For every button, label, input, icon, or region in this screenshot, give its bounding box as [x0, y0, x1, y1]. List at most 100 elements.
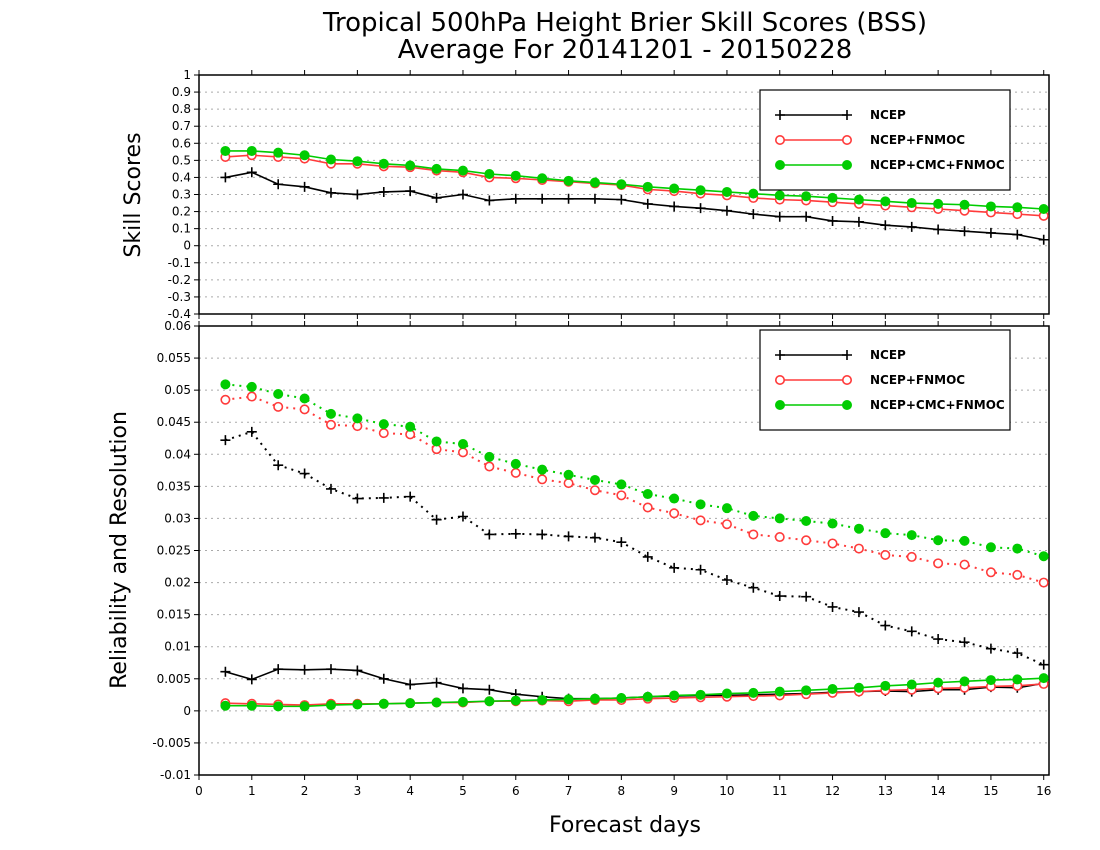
- legend-marker-ncep: [842, 110, 852, 120]
- data-point-ncep-cmc-fnmoc: [748, 188, 759, 199]
- data-point-ncep-cmc-fnmoc: [352, 413, 363, 424]
- data-point-ncep-cmc-fnmoc: [1038, 673, 1049, 684]
- data-point-ncep: [220, 172, 231, 183]
- data-point-ncep: [299, 468, 310, 479]
- data-point-ncep: [273, 460, 284, 471]
- data-point-ncep-cmc-fnmoc: [405, 160, 416, 171]
- data-point-ncep-cmc-fnmoc: [484, 696, 495, 707]
- data-point-ncep-fnmoc: [1038, 577, 1049, 588]
- data-point-ncep: [616, 194, 627, 205]
- data-point-ncep-cmc-fnmoc: [853, 682, 864, 693]
- y-tick-label: 0: [183, 704, 191, 718]
- data-point-ncep-cmc-fnmoc: [906, 679, 917, 690]
- data-point-ncep-cmc-fnmoc: [405, 421, 416, 432]
- data-point-ncep-cmc-fnmoc: [642, 181, 653, 192]
- data-point-ncep-cmc-fnmoc: [378, 158, 389, 169]
- data-point-ncep-cmc-fnmoc: [273, 147, 284, 158]
- data-point-ncep-cmc-fnmoc: [484, 451, 495, 462]
- y-tick-label: -0.2: [168, 273, 191, 287]
- data-point-ncep-cmc-fnmoc: [642, 691, 653, 702]
- y-tick-label: 0.05: [164, 383, 191, 397]
- data-point-ncep: [906, 626, 917, 637]
- legend-marker-ncep: [775, 350, 785, 360]
- data-point-ncep: [457, 511, 468, 522]
- data-point-ncep: [246, 167, 257, 178]
- data-point-ncep-cmc-fnmoc: [748, 510, 759, 521]
- y-tick-label: 0.01: [164, 640, 191, 654]
- data-point-ncep-cmc-fnmoc: [748, 687, 759, 698]
- data-point-ncep-cmc-fnmoc: [484, 169, 495, 180]
- y-tick-label: 0.025: [157, 544, 191, 558]
- legend-label-ncep: NCEP: [870, 108, 906, 122]
- data-point-ncep-fnmoc: [853, 543, 864, 554]
- data-point-ncep: [669, 562, 680, 573]
- data-point-ncep-cmc-fnmoc: [563, 694, 574, 705]
- data-point-ncep-fnmoc: [378, 428, 389, 439]
- y-tick-label: -0.4: [168, 307, 191, 321]
- data-point-ncep-fnmoc: [695, 515, 706, 526]
- legend-label-ncep-fnmoc: NCEP+FNMOC: [870, 373, 965, 387]
- data-point-ncep-fnmoc: [537, 474, 548, 485]
- data-point-ncep-cmc-fnmoc: [985, 675, 996, 686]
- data-point-ncep-cmc-fnmoc: [721, 688, 732, 699]
- data-point-ncep-fnmoc: [273, 401, 284, 412]
- data-point-ncep-fnmoc: [642, 502, 653, 513]
- legend-marker-ncep-cmc-fnmoc: [775, 160, 785, 170]
- data-point-ncep: [985, 643, 996, 654]
- y-tick-label: 1: [183, 68, 191, 82]
- top-y-axis-label: Skill Scores: [121, 132, 146, 257]
- x-tick-label: 9: [670, 784, 678, 798]
- data-point-ncep: [985, 227, 996, 238]
- data-point-ncep-cmc-fnmoc: [880, 680, 891, 691]
- data-point-ncep-cmc-fnmoc: [616, 479, 627, 490]
- data-point-ncep: [352, 189, 363, 200]
- data-point-ncep: [405, 186, 416, 197]
- data-point-ncep: [510, 193, 521, 204]
- data-point-ncep-cmc-fnmoc: [695, 185, 706, 196]
- data-point-ncep: [827, 601, 838, 612]
- data-point-ncep: [299, 181, 310, 192]
- data-point-ncep: [484, 195, 495, 206]
- data-point-ncep-cmc-fnmoc: [1012, 202, 1023, 213]
- data-point-ncep-cmc-fnmoc: [1038, 204, 1049, 215]
- x-axis-label: Forecast days: [549, 813, 701, 838]
- data-point-ncep-cmc-fnmoc: [801, 515, 812, 526]
- data-point-ncep-cmc-fnmoc: [642, 489, 653, 500]
- data-point-ncep-cmc-fnmoc: [695, 499, 706, 510]
- data-point-ncep: [378, 186, 389, 197]
- x-tick-label: 4: [406, 784, 414, 798]
- data-point-ncep: [484, 529, 495, 540]
- data-point-ncep-fnmoc: [616, 490, 627, 501]
- data-point-ncep-cmc-fnmoc: [378, 698, 389, 709]
- series-line-ncep-fnmoc: [225, 683, 1044, 706]
- legend-label-ncep-cmc-fnmoc: NCEP+CMC+FNMOC: [870, 398, 1005, 412]
- data-point-ncep-cmc-fnmoc: [721, 503, 732, 514]
- data-point-ncep-cmc-fnmoc: [853, 523, 864, 534]
- y-tick-label: -0.01: [160, 768, 191, 782]
- legend-marker-ncep-fnmoc: [774, 374, 785, 385]
- x-tick-label: 13: [878, 784, 893, 798]
- data-point-ncep-cmc-fnmoc: [827, 684, 838, 695]
- data-point-ncep-cmc-fnmoc: [801, 191, 812, 202]
- data-point-ncep: [431, 192, 442, 203]
- data-point-ncep-fnmoc: [510, 467, 521, 478]
- data-point-ncep: [959, 637, 970, 648]
- data-point-ncep: [1012, 229, 1023, 240]
- data-point-ncep: [431, 514, 442, 525]
- x-tick-label: 6: [512, 784, 520, 798]
- data-point-ncep-cmc-fnmoc: [246, 381, 257, 392]
- data-point-ncep-cmc-fnmoc: [985, 542, 996, 553]
- data-point-ncep-fnmoc: [325, 419, 336, 430]
- data-point-ncep: [563, 531, 574, 542]
- x-tick-label: 1: [248, 784, 256, 798]
- y-tick-label: 0: [183, 239, 191, 253]
- y-tick-label: 0.045: [157, 415, 191, 429]
- data-point-ncep: [378, 673, 389, 684]
- data-point-ncep: [246, 674, 257, 685]
- data-point-ncep: [220, 666, 231, 677]
- data-point-ncep-cmc-fnmoc: [616, 693, 627, 704]
- legend-marker-ncep: [775, 110, 785, 120]
- data-point-ncep-fnmoc: [589, 485, 600, 496]
- x-tick-label: 8: [618, 784, 626, 798]
- y-tick-label: 0.9: [172, 85, 191, 99]
